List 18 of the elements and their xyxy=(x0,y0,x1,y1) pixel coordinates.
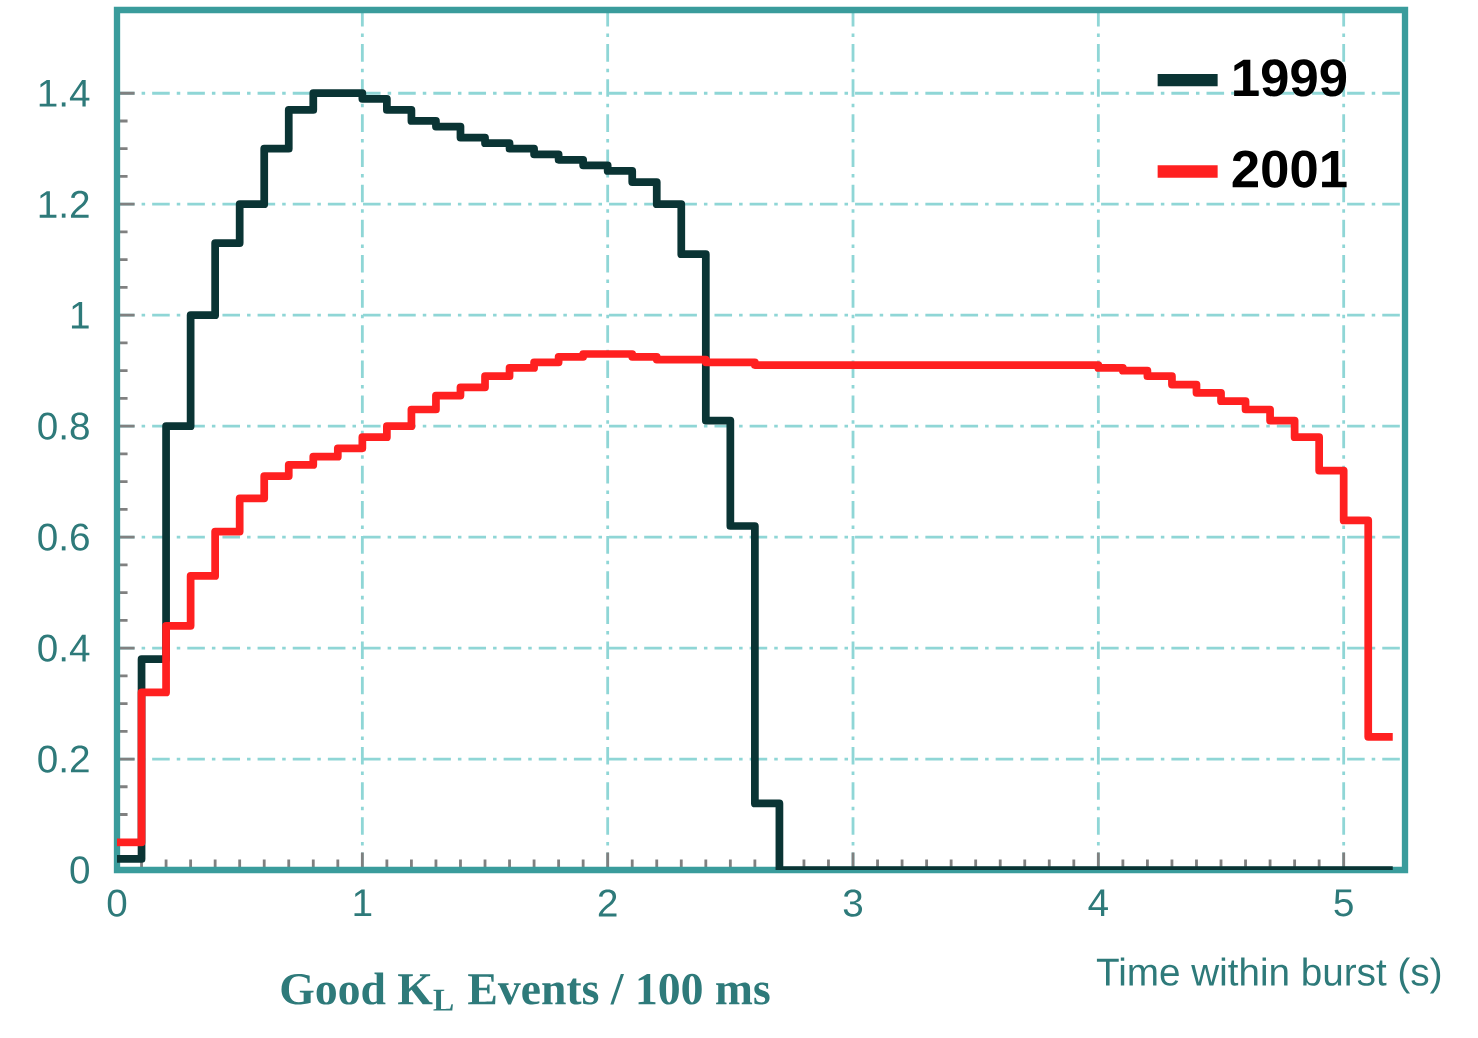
y-tick-label: 0.8 xyxy=(38,412,89,440)
x-tick-label: 3 xyxy=(843,889,863,917)
y-tick-label: 1.4 xyxy=(39,79,90,107)
y-tick-label: 1.2 xyxy=(39,190,89,218)
x-tick-label: 5 xyxy=(1334,889,1353,917)
text: Good K$_{L}$ Events / 100 ms xyxy=(281,972,770,1011)
x-tick-label: 2 xyxy=(598,889,617,917)
x-tick-label: 4 xyxy=(1088,889,1108,917)
x-tick-label: 0 xyxy=(107,889,127,917)
x-axis-title: Time within burst (s) xyxy=(1096,957,1441,994)
y-tick-label: 0 xyxy=(70,856,89,884)
y-tick-label: 0.2 xyxy=(38,745,89,773)
x-tick-label: 1 xyxy=(354,889,372,917)
legend-label: 2001 xyxy=(1232,150,1347,188)
legend-label: 1999 xyxy=(1234,59,1347,97)
y-tick-label: 1 xyxy=(71,301,89,329)
y-tick-label: 0.6 xyxy=(38,523,89,551)
y-tick-label: 0.4 xyxy=(38,634,90,662)
